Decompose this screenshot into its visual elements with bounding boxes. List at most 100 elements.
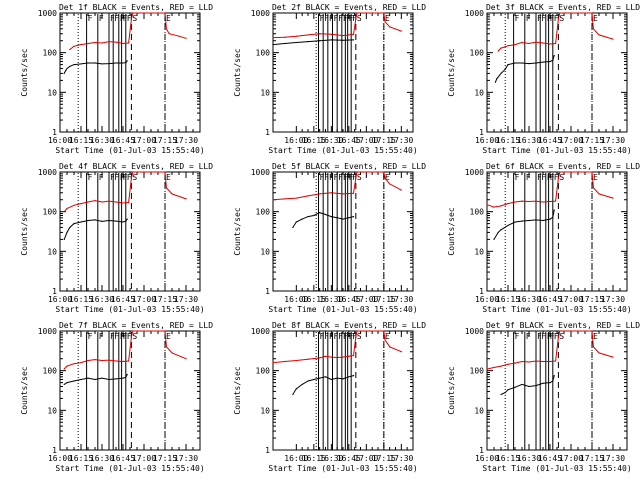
lld-series-line-point: [319, 33, 321, 35]
x-tick-label: 16:45: [337, 295, 361, 304]
flag-label: F: [123, 14, 128, 23]
events-series-line-point: [94, 219, 96, 221]
x-tick-label: 16:30: [90, 295, 114, 304]
lld-series-line-point: [122, 42, 124, 45]
events-series-line-point: [63, 72, 65, 75]
panel-title: Det 9f BLACK = Events, RED = LLD: [486, 321, 640, 330]
flag-label: F: [537, 173, 542, 182]
lld-series-line-point: [108, 359, 110, 361]
marker-label-E: E: [385, 14, 390, 23]
lld-series-line-point: [132, 171, 134, 173]
x-tick-label: 17:15: [580, 454, 604, 463]
x-tick-label: 16:00: [284, 136, 308, 145]
lld-series-line-point: [171, 193, 173, 195]
lld-series-line-point: [185, 198, 187, 200]
events-series-line-point: [352, 216, 355, 218]
x-tick-label: 16:30: [517, 136, 541, 145]
lld-series-line-point: [612, 38, 614, 40]
flag-label: F: [550, 332, 555, 341]
lld-series-line-point: [559, 171, 561, 173]
events-series-line-point: [126, 373, 128, 376]
flag-label: F: [537, 14, 542, 23]
x-tick-label: 17:00: [354, 295, 378, 304]
events-series-line-point: [549, 218, 551, 220]
lld-series-line-point: [549, 200, 551, 203]
lld-series-line-point: [63, 368, 65, 370]
lld-series-line-point: [507, 202, 509, 205]
flag-label: F: [329, 332, 334, 341]
events-series-line-point: [552, 216, 554, 218]
flag-label: F: [110, 14, 115, 23]
events-series-line-point: [521, 383, 523, 386]
x-axis-label: Start Time (01-Jul-03 15:55:40): [268, 464, 417, 473]
y-tick-label: 10: [474, 88, 484, 97]
events-series-line-point: [493, 238, 495, 240]
x-axis-label: Start Time (01-Jul-03 15:55:40): [268, 146, 417, 155]
lld-series-line-point: [384, 177, 386, 179]
flag-label: F: [554, 14, 559, 23]
lld-series-line-point: [486, 368, 488, 370]
x-tick-label: 16:15: [496, 136, 520, 145]
y-tick-label: 1000: [38, 168, 57, 177]
events-series-line-point: [500, 72, 502, 75]
events-series-line-point: [507, 224, 509, 227]
events-series-line-point: [295, 388, 297, 390]
events-series-line-point: [514, 221, 516, 223]
lld-series-line-point: [542, 360, 544, 363]
events-series-line-point: [307, 216, 309, 218]
y-axis-label: Counts/sec: [447, 207, 456, 255]
flag-label: F: [114, 173, 119, 182]
x-tick-label: 17:30: [389, 454, 413, 463]
lld-series-line-point: [185, 37, 187, 39]
flag-label: F: [329, 173, 334, 182]
x-axis-label: Start Time (01-Jul-03 15:55:40): [55, 305, 204, 314]
flag-label: F: [120, 173, 125, 182]
x-tick-label: 16:30: [517, 454, 541, 463]
lld-series-line-point: [348, 355, 350, 357]
lld-series-line-point: [557, 336, 560, 338]
lld-series-line-point: [295, 35, 297, 37]
events-series-line-point: [324, 376, 327, 378]
lld-series-line-point: [542, 42, 544, 44]
lld-series-line-point: [356, 12, 358, 14]
lld-series-line-point: [598, 193, 600, 195]
y-tick-label: 10: [47, 247, 57, 256]
flag-label: F: [334, 173, 339, 182]
x-tick-label: 16:00: [475, 136, 499, 145]
events-series-line-point: [521, 220, 523, 222]
events-series-line-point: [496, 78, 498, 80]
lld-series-line-point: [555, 360, 557, 362]
x-axis-label: Start Time (01-Jul-03 15:55:40): [55, 146, 204, 155]
events-series-line-point: [126, 60, 128, 62]
lld-series-line-point: [80, 361, 82, 364]
plot-frame: [272, 12, 414, 133]
x-tick-label: 16:45: [111, 454, 135, 463]
flag-label: F: [554, 173, 559, 182]
lld-series-line-point: [168, 33, 170, 35]
events-series-line-point: [324, 213, 327, 216]
events-series-line-point: [73, 64, 75, 66]
x-tick-label: 16:30: [319, 454, 343, 463]
marker-label-S: S: [132, 173, 137, 182]
y-tick-label: 1: [265, 446, 270, 455]
events-series-line-point: [336, 217, 338, 219]
flag-label: F: [541, 14, 546, 23]
x-tick-label: 17:30: [601, 136, 625, 145]
x-tick-label: 17:15: [372, 454, 396, 463]
x-tick-label: 16:00: [48, 295, 72, 304]
events-series-line-point: [313, 378, 315, 381]
events-series-line: [63, 374, 128, 385]
lld-series-line-point: [356, 171, 358, 173]
plot-frame: [272, 171, 414, 292]
marker-label-E: E: [166, 14, 171, 23]
events-series-line-point: [348, 217, 350, 219]
events-series-line-point: [514, 386, 516, 388]
lld-series-line-point: [352, 33, 355, 35]
lld-series-line-point: [128, 201, 130, 204]
events-series-line-point: [330, 216, 332, 218]
lld-series-line-point: [66, 365, 68, 367]
lld-series-line-point: [101, 201, 103, 203]
x-tick-label: 17:15: [372, 295, 396, 304]
lld-series-line-point: [307, 358, 309, 360]
events-series-line-point: [307, 380, 309, 382]
